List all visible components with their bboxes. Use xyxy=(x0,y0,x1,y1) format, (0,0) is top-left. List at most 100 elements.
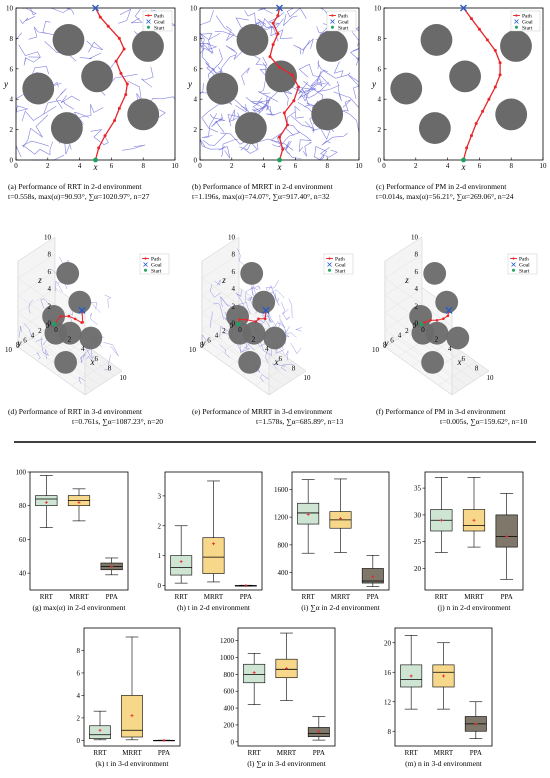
obstacle-circle xyxy=(50,112,83,144)
obstacle-circle xyxy=(52,24,85,56)
x-tick-label: 10 xyxy=(120,374,128,382)
category-label: PPA xyxy=(313,749,325,757)
tree-branch xyxy=(278,346,289,361)
legend-path-dot xyxy=(147,14,150,17)
obstacle-circle xyxy=(495,98,528,131)
x-tick-label: 4 xyxy=(81,345,85,353)
legend-box xyxy=(139,253,170,275)
mean-marker xyxy=(179,560,183,564)
tree-branch xyxy=(86,355,95,361)
tree-branch xyxy=(281,320,286,334)
x-tick-label: 8 xyxy=(325,162,329,170)
tree-branch xyxy=(281,364,294,372)
z-tick-label: 6 xyxy=(415,268,419,276)
tree-branch xyxy=(336,80,342,102)
path-point xyxy=(465,146,469,150)
legend-goal-label: Goal xyxy=(519,262,530,268)
mean-marker xyxy=(130,714,134,718)
category-label: MRRT xyxy=(277,749,297,757)
y-tick-label: 2 xyxy=(194,126,198,134)
path-point xyxy=(487,97,491,101)
tree-branch xyxy=(218,146,231,159)
grid-line xyxy=(17,271,56,296)
panel-f: 002244668810100246810xyzPathGoalStart(f)… xyxy=(372,234,538,426)
start-marker xyxy=(461,157,466,163)
tree-branch xyxy=(199,45,215,70)
tree-branch xyxy=(259,62,269,78)
legend-goal-swatch xyxy=(143,262,148,267)
y-axis-label: y xyxy=(3,79,8,89)
y-tick-label: 16 xyxy=(384,669,392,677)
path-point xyxy=(446,314,450,318)
caption: (h) t in 2-d environment xyxy=(177,603,251,612)
path-point xyxy=(278,65,281,69)
caption: (d) Performance of RRT in 3-d environmen… xyxy=(8,407,143,416)
obstacle-circle xyxy=(311,98,344,131)
grid-line xyxy=(17,254,56,279)
y-tick-label: 4 xyxy=(77,692,81,700)
x-tick-label: 6 xyxy=(278,355,282,363)
category-label: RRT xyxy=(248,749,262,757)
tree-branch xyxy=(321,132,348,146)
tree-branch xyxy=(28,299,33,314)
tree-branch xyxy=(261,311,272,324)
path-point xyxy=(106,24,110,28)
tree-branch xyxy=(265,95,282,116)
category-label: RRT xyxy=(93,749,107,757)
goal-marker xyxy=(78,306,86,314)
tree-branch xyxy=(266,308,277,327)
caption-stats: t=0.005s, ∑α=159.62°, n=10 xyxy=(440,417,527,426)
category-label: MRRT xyxy=(204,593,224,601)
y-axis-label: y xyxy=(187,79,192,89)
x-tick-label: 4 xyxy=(78,162,82,170)
y-tick-label: 0 xyxy=(46,322,50,330)
path-point xyxy=(81,321,84,324)
y-tick-label: 400 xyxy=(224,705,235,713)
tree-branch xyxy=(297,130,312,153)
x-tick-label: 0 xyxy=(238,326,242,334)
z-tick-label: 8 xyxy=(232,251,236,259)
tree-branch xyxy=(294,105,304,119)
legend-path-label: Path xyxy=(519,256,529,262)
tree-branch xyxy=(258,90,279,102)
y-tick-label: 10 xyxy=(374,5,382,13)
legend-path-label: Path xyxy=(154,13,164,19)
mean-marker xyxy=(110,564,114,568)
panel-l: 0 200 400 600 800 1000 1200 RRT MRRT PPA (l) ∑α in… xyxy=(220,627,336,768)
category-label: MRRT xyxy=(69,593,89,601)
y-tick-label: 10 xyxy=(372,346,380,354)
x-tick-label: 0 xyxy=(54,326,58,334)
y-tick-label: 6 xyxy=(390,336,394,344)
tree-branch xyxy=(245,287,259,302)
tree-branch xyxy=(241,67,250,86)
category-label: RRT xyxy=(405,749,419,757)
tree-branch xyxy=(281,301,289,315)
tree-branch xyxy=(237,302,251,314)
mean-marker xyxy=(77,500,81,504)
legend-start-swatch xyxy=(512,268,515,272)
y-tick-label: 35 xyxy=(414,485,422,493)
y-tick-label: 10 xyxy=(190,5,198,13)
obstacle-sphere xyxy=(423,262,447,285)
x-tick-label: 2 xyxy=(435,336,439,344)
legend-start-label: Start xyxy=(335,268,346,274)
grid-line xyxy=(384,271,423,296)
tree-branch xyxy=(314,146,328,161)
tree-branch xyxy=(35,338,43,342)
tree-branch xyxy=(79,353,85,362)
z-tick-label: 4 xyxy=(415,285,419,293)
tree-branch xyxy=(89,313,98,326)
path-point xyxy=(435,319,439,322)
tree-branch xyxy=(118,8,132,24)
y-tick-label: 4 xyxy=(31,332,35,340)
tree-branch xyxy=(15,145,22,158)
category-label: MRRT xyxy=(331,593,351,601)
z-tick-label: 0 xyxy=(48,320,52,328)
tree-branch xyxy=(21,105,57,122)
path-point xyxy=(125,82,129,86)
goal-marker xyxy=(262,306,270,314)
tree-branch xyxy=(269,289,285,299)
tree-branch xyxy=(213,302,224,320)
category-label: RRT xyxy=(302,593,316,601)
mean-marker xyxy=(162,738,166,742)
